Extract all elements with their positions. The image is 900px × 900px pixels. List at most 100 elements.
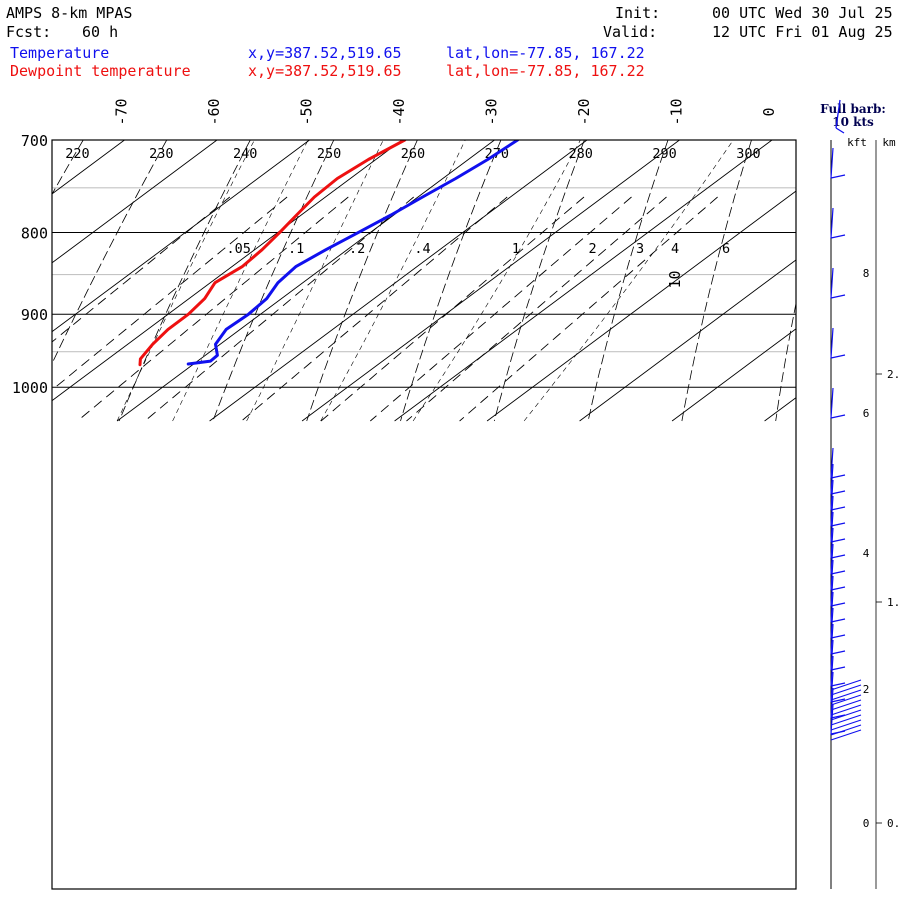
temperature-tick-label: -30 [483, 98, 501, 125]
temperature-tick-label: -60 [205, 98, 223, 125]
kft-tick-label: 2 [863, 683, 870, 696]
model-title: AMPS 8-km MPAS [6, 4, 133, 22]
dry-adiabat-line [587, 140, 669, 422]
wind-barb-low-level [830, 709, 862, 721]
wind-barb-low-level [830, 704, 862, 716]
dry-adiabat-line [681, 140, 752, 422]
wind-barb [830, 538, 846, 543]
kft-tick-label: 4 [863, 547, 870, 560]
wind-barb-low-level [830, 719, 862, 731]
dry-adiabat-line [118, 140, 251, 422]
mixing-ratio-label: .05 [227, 241, 251, 257]
full-barb-title: Full barb: [820, 102, 886, 116]
wind-barb-low-level [830, 724, 862, 736]
pressure-tick-label: 700 [21, 132, 48, 150]
wind-barb-shaft [830, 655, 834, 687]
temperature-tick-label: -20 [575, 98, 593, 125]
dry-adiabat-line [212, 140, 335, 422]
potential-temperature-label: 260 [401, 146, 425, 162]
wind-barb [830, 602, 846, 607]
km-tick-label: 0. [887, 817, 900, 830]
isotherm-line [52, 140, 310, 333]
mixing-ratio-line [52, 196, 288, 391]
wind-barb [830, 354, 846, 359]
profile-line [186, 140, 520, 366]
pressure-tick-label: 900 [21, 306, 48, 324]
wind-barb-shaft [830, 447, 834, 479]
isotherm-line [671, 328, 796, 422]
wind-barb-shaft [830, 527, 834, 559]
temperature-tick-label: -40 [390, 98, 408, 125]
km-tick-label: 2. [887, 368, 900, 381]
wind-barb-shaft [830, 479, 834, 511]
wind-barb-shaft [830, 387, 834, 419]
legend-temperature-latlon: lat,lon=-77.85, 167.22 [446, 44, 645, 62]
wind-barb [830, 554, 846, 559]
wind-barb-low-level [830, 689, 862, 701]
moist-adiabat-line [172, 140, 309, 422]
mixing-ratio-label: 2 [589, 241, 597, 257]
pressure-tick-label: 800 [21, 225, 48, 243]
legend-temperature-name: Temperature [10, 44, 110, 62]
isotherm-label: 10 [666, 270, 684, 288]
wind-barb-low-level [830, 729, 862, 741]
wind-barb-shaft [830, 687, 834, 719]
mixing-ratio-label: 3 [636, 241, 644, 257]
mixing-ratio-line [77, 196, 349, 422]
wind-barb [830, 682, 846, 687]
wind-barb [830, 234, 846, 239]
wind-barb-shaft [830, 495, 834, 527]
potential-temperature-label: 280 [569, 146, 593, 162]
wind-barb-low-level [830, 679, 862, 691]
km-tick-label: 1. [887, 596, 900, 609]
wind-barb [830, 174, 846, 179]
wind-barb-low-level [830, 684, 862, 696]
forecast-hour: 60 h [82, 23, 119, 41]
wind-barb-shaft [830, 671, 834, 703]
kft-tick-label: 6 [863, 407, 870, 420]
mixing-ratio-line [241, 196, 508, 422]
wind-barb [830, 414, 846, 419]
wind-barb-shaft [830, 607, 834, 639]
wind-barb [830, 586, 846, 591]
isotherm-line [52, 140, 125, 195]
temperature-tick-label: -10 [668, 98, 686, 125]
wind-barb-shaft [830, 463, 834, 495]
isotherm-line [52, 140, 218, 264]
wind-barb [830, 490, 846, 495]
wind-barb [830, 522, 846, 527]
mixing-ratio-label: .1 [288, 241, 304, 257]
wind-barb [830, 294, 846, 299]
kft-axis-label: kft [847, 136, 867, 149]
profile-line [138, 140, 407, 367]
forecast-label: Fcst: [6, 23, 52, 41]
wind-barb-shaft [830, 559, 834, 591]
potential-temperature-label: 220 [65, 146, 89, 162]
wind-barb-shaft [830, 207, 834, 239]
mixing-ratio-line [370, 196, 632, 422]
wind-barb [830, 618, 846, 623]
sample-wind-barb-shaft [835, 99, 841, 129]
isotherm-line [116, 140, 495, 422]
legend-dewpoint-xy: x,y=387.52,519.65 [248, 62, 402, 80]
mixing-ratio-label: 4 [671, 241, 679, 257]
moist-adiabat-line [412, 140, 581, 422]
wind-barb [830, 570, 846, 575]
mixing-ratio-line [52, 196, 231, 343]
potential-temperature-label: 230 [149, 146, 173, 162]
wind-barb-low-level [830, 699, 862, 711]
wind-barb [830, 634, 846, 639]
pressure-tick-label: 1000 [12, 379, 48, 397]
potential-temperature-label: 300 [736, 146, 760, 162]
wind-barb-shaft [830, 327, 834, 359]
wind-barb-shaft [830, 575, 834, 607]
wind-barb [830, 650, 846, 655]
isotherm-line [52, 140, 403, 402]
isotherm-line [579, 259, 796, 422]
mixing-ratio-label: .2 [349, 241, 365, 257]
mixing-ratio-line [144, 196, 414, 422]
wind-barb-shaft [830, 511, 834, 543]
mixing-ratio-label: .4 [414, 241, 430, 257]
wind-barb-shaft [830, 623, 834, 655]
mixing-ratio-line [320, 196, 585, 422]
